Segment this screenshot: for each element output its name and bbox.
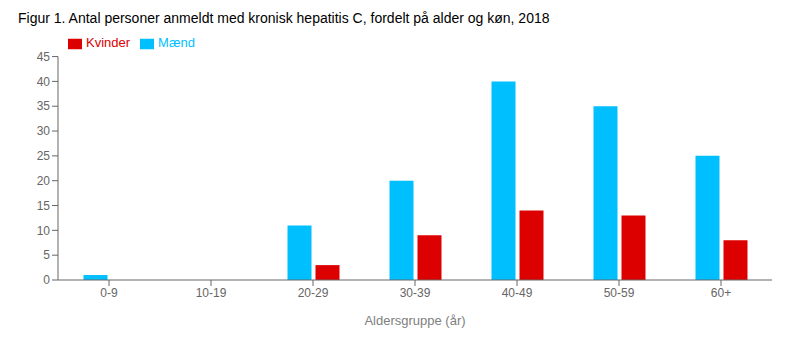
svg-text:20-29: 20-29 [298,286,329,300]
html-text:Mænd: Mænd [158,35,195,50]
svg-text:0-9: 0-9 [100,286,118,300]
svg-text:0: 0 [43,273,50,287]
svg-text:60+: 60+ [711,286,731,300]
svg-text:10: 10 [37,224,51,238]
html-text:Figur 1. Antal personer anmeld: Figur 1. Antal personer anmeldt med kron… [18,10,550,26]
svg-text:5: 5 [43,248,50,262]
svg-text:25: 25 [37,149,51,163]
svg-text:35: 35 [37,99,51,113]
svg-text:20: 20 [37,174,51,188]
svg-text:50-59: 50-59 [604,286,635,300]
svg-text:30: 30 [37,124,51,138]
svg-text:30-39: 30-39 [400,286,431,300]
svg-text:15: 15 [37,199,51,213]
svg-text:40-49: 40-49 [502,286,533,300]
svg-text:Aldersgruppe (år): Aldersgruppe (år) [364,313,465,328]
svg-text:40: 40 [37,75,51,89]
html-text:Kvinder: Kvinder [86,35,131,50]
svg-text:10-19: 10-19 [196,286,227,300]
svg-text:45: 45 [37,50,51,64]
